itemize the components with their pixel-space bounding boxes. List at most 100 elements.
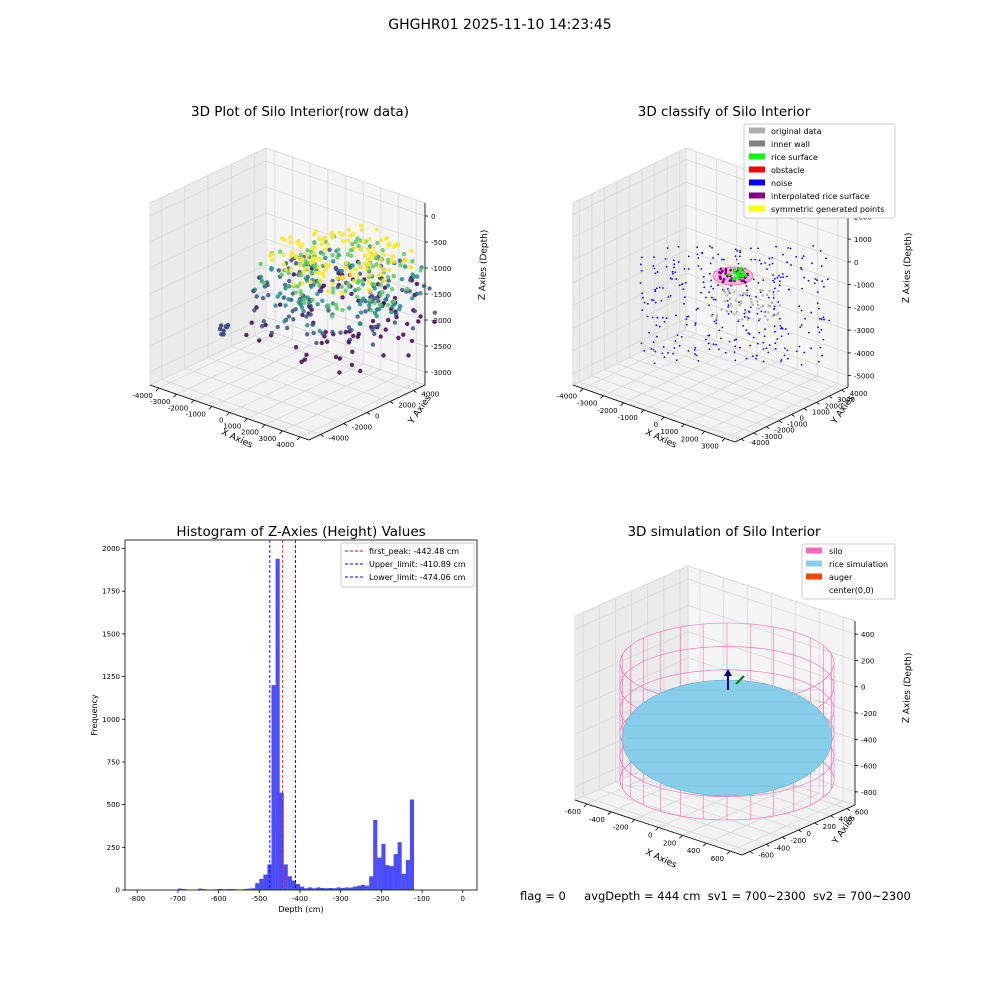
- histogram-bar: [287, 876, 292, 890]
- noise-point: [658, 325, 661, 328]
- histogram-bar: [198, 888, 203, 890]
- data-point: [258, 274, 264, 280]
- noise-point: [687, 350, 690, 352]
- data-point: [261, 319, 266, 324]
- data-point: [391, 299, 397, 304]
- x-tick-mark: [226, 412, 230, 416]
- data-point: [348, 248, 353, 253]
- histogram-bar: [385, 865, 390, 890]
- sv1-text: sv1 = 700~2300: [707, 889, 806, 903]
- data-point: [349, 328, 354, 333]
- y-axis-label: Y Axies: [406, 393, 434, 426]
- noise-point: [789, 247, 792, 250]
- z-tick-label: -2000: [431, 317, 451, 325]
- original-point: [777, 312, 780, 315]
- x-tick-label: -1000: [618, 414, 638, 422]
- data-point: [326, 242, 331, 247]
- noise-point: [754, 258, 756, 261]
- original-point: [772, 293, 775, 296]
- noise-point: [802, 255, 805, 258]
- original-point: [715, 317, 718, 320]
- noise-point: [653, 256, 655, 258]
- data-point: [380, 290, 385, 295]
- x-tick-mark: [679, 835, 683, 839]
- noise-point: [681, 283, 684, 285]
- data-point: [399, 277, 405, 282]
- y-tick-mark: [814, 822, 818, 826]
- data-point: [368, 297, 373, 303]
- noise-point: [650, 298, 653, 301]
- noise-point: [777, 301, 780, 303]
- data-point: [421, 283, 427, 289]
- y-axis-label: Frequency: [90, 694, 99, 736]
- data-point: [281, 261, 286, 267]
- data-point: [348, 273, 354, 278]
- histogram-bar: [295, 884, 300, 890]
- data-point: [322, 268, 328, 273]
- y-tick-label: 750: [107, 758, 120, 766]
- original-point: [733, 313, 736, 316]
- data-point: [374, 262, 379, 267]
- data-point: [418, 314, 423, 319]
- data-point: [354, 294, 360, 299]
- noise-point: [723, 258, 725, 261]
- x-tick-mark: [631, 819, 635, 823]
- data-point: [308, 312, 313, 317]
- data-point: [351, 279, 357, 284]
- x-tick-label: 0: [219, 417, 223, 425]
- histogram-bar: [226, 889, 231, 890]
- histogram-bar: [389, 866, 394, 890]
- flag-text: flag = 0: [520, 889, 566, 903]
- noise-point: [779, 317, 781, 320]
- legend: silo rice simulation auger center(0,0): [801, 543, 896, 600]
- data-point: [391, 273, 396, 279]
- legend-swatch: [749, 153, 765, 160]
- noise-point: [662, 287, 664, 289]
- noise-point: [821, 354, 823, 357]
- data-point: [309, 270, 314, 275]
- data-point: [383, 297, 388, 302]
- histogram-bar: [283, 864, 288, 890]
- noise-point: [695, 308, 698, 311]
- noise-point: [747, 332, 750, 335]
- data-point: [283, 282, 288, 288]
- noise-point: [734, 255, 737, 257]
- data-point: [261, 280, 266, 286]
- rice-surface-point: [737, 275, 741, 279]
- data-point: [335, 255, 340, 260]
- chart-title: Histogram of Z-Axies (Height) Values: [176, 524, 425, 540]
- data-point: [418, 268, 423, 273]
- z-tick-label: -200: [861, 710, 877, 718]
- noise-point: [680, 336, 683, 338]
- original-point: [735, 310, 739, 313]
- data-point: [351, 231, 356, 237]
- data-point: [330, 329, 335, 335]
- noise-point: [813, 282, 816, 285]
- z-grid-line: [149, 212, 426, 269]
- data-point: [305, 248, 310, 253]
- noise-point: [697, 360, 700, 362]
- data-point: [386, 260, 391, 265]
- data-point: [378, 303, 383, 308]
- data-point: [325, 289, 331, 294]
- data-point: [347, 337, 353, 342]
- original-point: [765, 293, 769, 296]
- interpolated-point: [729, 279, 733, 283]
- noise-point: [751, 355, 754, 357]
- y-tick-label: 3000: [837, 396, 855, 404]
- data-point: [297, 256, 302, 262]
- data-point: [321, 251, 326, 256]
- histogram-bar: [275, 558, 280, 890]
- noise-point: [768, 264, 771, 266]
- noise-point: [803, 276, 806, 279]
- data-point: [366, 279, 372, 285]
- original-point: [751, 303, 754, 306]
- noise-point: [780, 327, 782, 330]
- x-tick-label: -3000: [150, 398, 170, 406]
- data-point: [244, 332, 249, 338]
- noise-point: [672, 352, 674, 355]
- x-tick-mark: [620, 402, 624, 407]
- x-tick-label: 200: [663, 839, 676, 847]
- x-tick-label: 4000: [276, 441, 294, 449]
- data-point: [254, 294, 259, 299]
